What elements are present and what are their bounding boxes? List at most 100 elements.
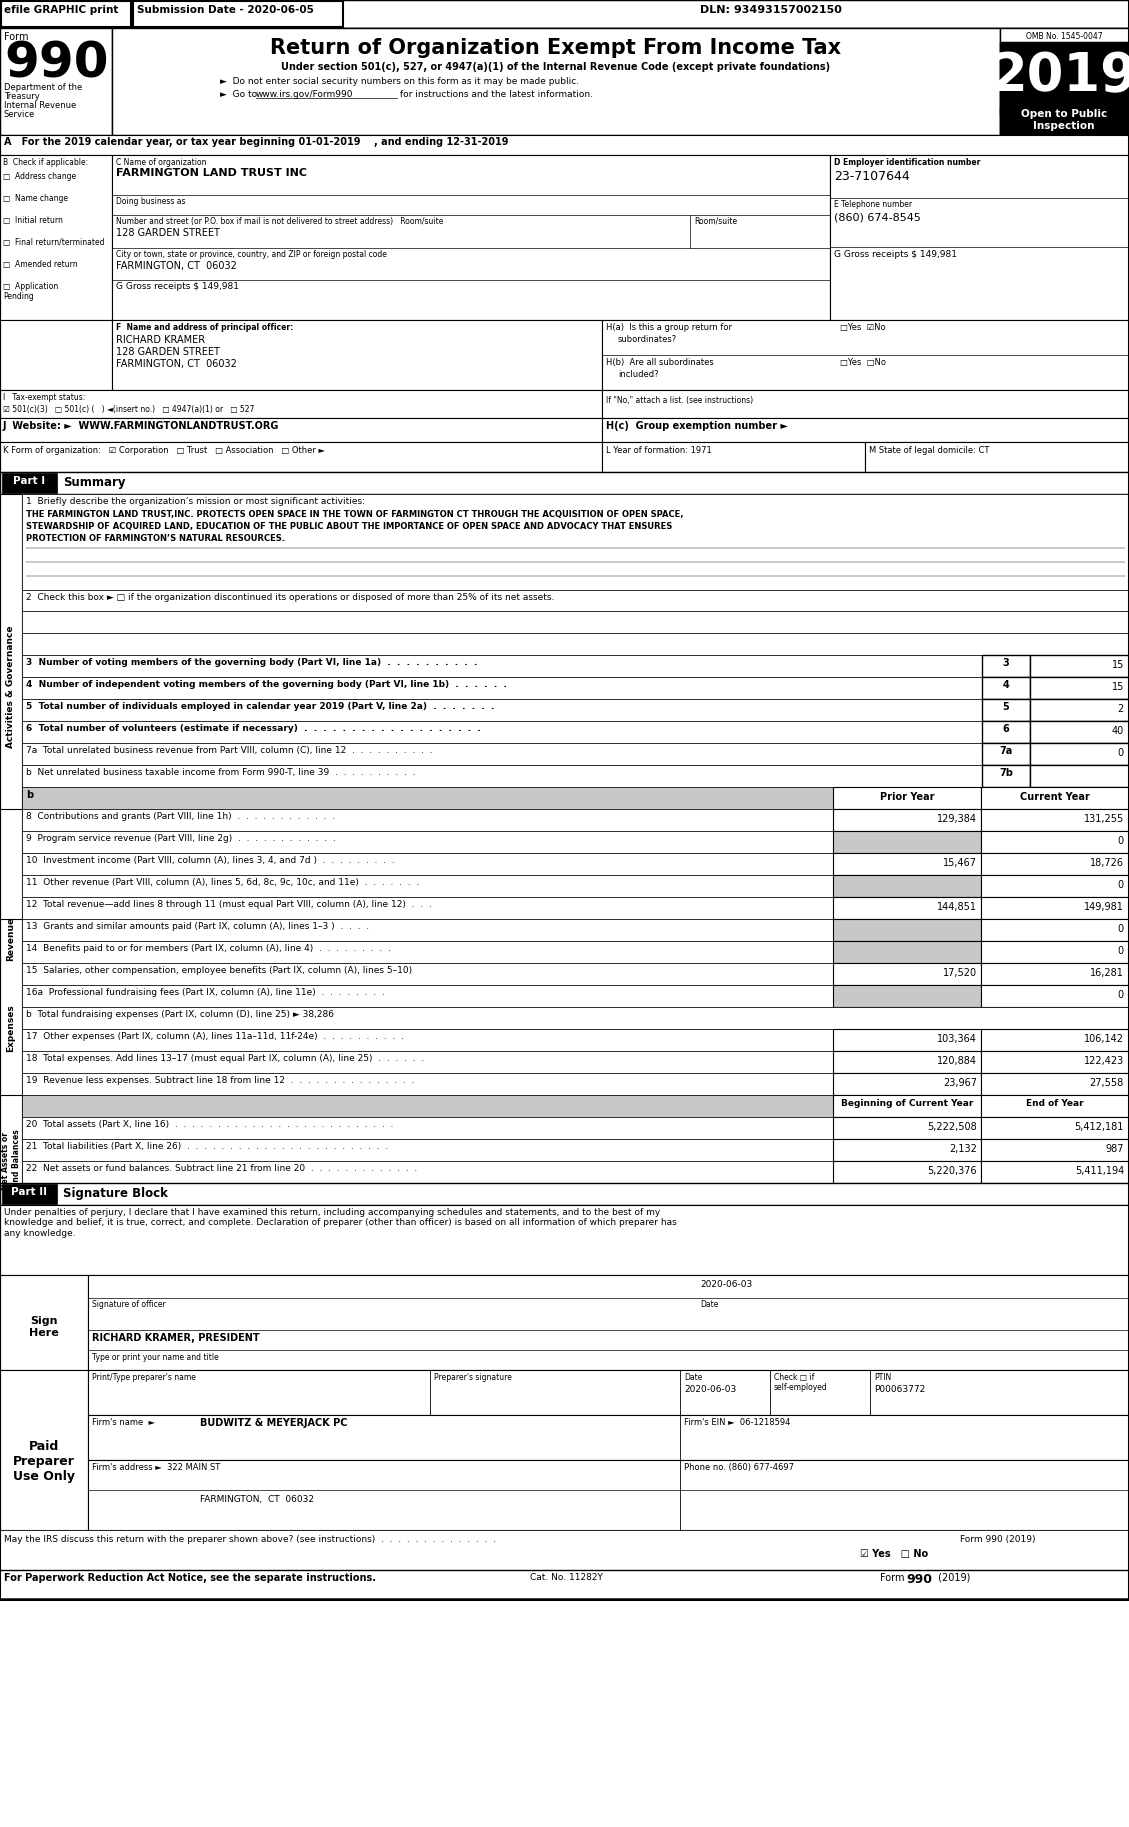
Bar	[865, 442, 1129, 471]
Bar	[981, 809, 1129, 831]
Text: ►  Do not enter social security numbers on this form as it may be made public.: ► Do not enter social security numbers o…	[220, 77, 579, 86]
Text: 5,220,376: 5,220,376	[927, 1166, 977, 1177]
Text: 987: 987	[1105, 1144, 1124, 1155]
Text: 5,411,194: 5,411,194	[1075, 1166, 1124, 1177]
Text: 2,132: 2,132	[949, 1144, 977, 1155]
Bar	[0, 27, 1129, 135]
Bar	[0, 320, 112, 389]
Text: 103,364: 103,364	[937, 1034, 977, 1043]
Bar	[1000, 108, 1129, 135]
Text: www.irs.gov/Form990: www.irs.gov/Form990	[256, 90, 353, 99]
Bar	[21, 678, 1129, 700]
Text: RICHARD KRAMER, PRESIDENT: RICHARD KRAMER, PRESIDENT	[91, 1334, 260, 1343]
Text: 11  Other revenue (Part VIII, column (A), lines 5, 6d, 8c, 9c, 10c, and 11e)  . : 11 Other revenue (Part VIII, column (A),…	[26, 879, 419, 886]
Text: 2: 2	[1118, 703, 1124, 714]
Bar	[981, 1138, 1129, 1160]
Bar	[0, 1094, 21, 1228]
Bar	[0, 418, 602, 442]
Bar	[0, 442, 602, 471]
Text: Under section 501(c), 527, or 4947(a)(1) of the Internal Revenue Code (except pr: Under section 501(c), 527, or 4947(a)(1)…	[281, 62, 831, 71]
Bar	[21, 963, 1129, 985]
Text: 0: 0	[1118, 924, 1124, 934]
Bar	[21, 700, 1129, 722]
Text: Form: Form	[5, 33, 28, 42]
Bar	[0, 1569, 1129, 1599]
Text: 5,222,508: 5,222,508	[927, 1122, 977, 1133]
Text: □  Address change: □ Address change	[3, 172, 76, 181]
Bar	[981, 919, 1129, 941]
Bar	[833, 831, 981, 853]
Text: 27,558: 27,558	[1089, 1078, 1124, 1089]
Text: (860) 674-8545: (860) 674-8545	[834, 212, 921, 223]
Text: 15,467: 15,467	[943, 859, 977, 868]
Text: PTIN: PTIN	[874, 1374, 891, 1381]
Text: 149,981: 149,981	[1084, 903, 1124, 912]
Text: Firm's address ►  322 MAIN ST: Firm's address ► 322 MAIN ST	[91, 1463, 220, 1473]
Text: FARMINGTON,  CT  06032: FARMINGTON, CT 06032	[200, 1494, 314, 1504]
Text: efile GRAPHIC print: efile GRAPHIC print	[5, 5, 119, 15]
Text: Activities & Governance: Activities & Governance	[7, 627, 16, 749]
Bar	[21, 1138, 1129, 1160]
Text: 0: 0	[1118, 990, 1124, 999]
Text: 144,851: 144,851	[937, 903, 977, 912]
Text: 8  Contributions and grants (Part VIII, line 1h)  .  .  .  .  .  .  .  .  .  .  : 8 Contributions and grants (Part VIII, l…	[26, 811, 335, 820]
Bar	[1030, 656, 1129, 678]
Text: ☑ Yes   □ No: ☑ Yes □ No	[860, 1549, 928, 1558]
Text: F  Name and address of principal officer:: F Name and address of principal officer:	[116, 323, 294, 333]
Bar	[981, 1160, 1129, 1184]
Bar	[982, 656, 1030, 678]
Bar	[21, 897, 1129, 919]
Text: 2  Check this box ► □ if the organization discontinued its operations or dispose: 2 Check this box ► □ if the organization…	[26, 594, 554, 603]
Text: THE FARMINGTON LAND TRUST,INC. PROTECTS OPEN SPACE IN THE TOWN OF FARMINGTON CT : THE FARMINGTON LAND TRUST,INC. PROTECTS …	[26, 510, 683, 519]
Text: 9  Program service revenue (Part VIII, line 2g)  .  .  .  .  .  .  .  .  .  .  .: 9 Program service revenue (Part VIII, li…	[26, 833, 335, 842]
Text: Internal Revenue: Internal Revenue	[5, 100, 77, 110]
Text: D Employer identification number: D Employer identification number	[834, 157, 980, 166]
Text: □  Application
Pending: □ Application Pending	[3, 281, 59, 301]
Bar	[981, 1072, 1129, 1094]
Bar	[981, 831, 1129, 853]
Text: □  Final return/terminated: □ Final return/terminated	[3, 238, 105, 247]
Text: 15  Salaries, other compensation, employee benefits (Part IX, column (A), lines : 15 Salaries, other compensation, employe…	[26, 966, 412, 976]
Bar	[981, 1116, 1129, 1138]
Bar	[21, 831, 1129, 853]
Bar	[1030, 700, 1129, 722]
Bar	[21, 919, 1129, 941]
Text: 16a  Professional fundraising fees (Part IX, column (A), line 11e)  .  .  .  .  : 16a Professional fundraising fees (Part …	[26, 988, 385, 998]
Text: ☑ 501(c)(3)   □ 501(c) (   ) ◄(insert no.)   □ 4947(a)(1) or   □ 527: ☑ 501(c)(3) □ 501(c) ( ) ◄(insert no.) □…	[3, 406, 254, 415]
Text: □Yes  □No: □Yes □No	[840, 358, 886, 367]
Text: G Gross receipts $ 149,981: G Gross receipts $ 149,981	[116, 281, 239, 290]
Bar	[21, 722, 1129, 744]
Text: PROTECTION OF FARMINGTON’S NATURAL RESOURCES.: PROTECTION OF FARMINGTON’S NATURAL RESOU…	[26, 533, 285, 543]
Text: Department of the: Department of the	[5, 82, 82, 91]
Text: H(b)  Are all subordinates: H(b) Are all subordinates	[606, 358, 714, 367]
Text: 7b: 7b	[999, 767, 1013, 778]
Bar	[0, 135, 1129, 155]
Text: Form: Form	[879, 1573, 908, 1582]
Text: 40: 40	[1112, 725, 1124, 736]
Bar	[21, 809, 1129, 831]
Text: Beginning of Current Year: Beginning of Current Year	[841, 1100, 973, 1107]
Text: Service: Service	[5, 110, 35, 119]
Bar	[0, 493, 21, 881]
Bar	[982, 766, 1030, 787]
Text: 990: 990	[5, 40, 108, 88]
Text: 22  Net assets or fund balances. Subtract line 21 from line 20  .  .  .  .  .  .: 22 Net assets or fund balances. Subtract…	[26, 1164, 418, 1173]
Text: 18,726: 18,726	[1089, 859, 1124, 868]
Text: 0: 0	[1118, 747, 1124, 758]
Text: 128 GARDEN STREET: 128 GARDEN STREET	[116, 228, 220, 238]
Text: Signature of officer: Signature of officer	[91, 1301, 166, 1308]
Bar	[0, 155, 112, 320]
Text: □Yes  ☑No: □Yes ☑No	[840, 323, 885, 333]
Bar	[0, 1184, 1129, 1206]
Text: 990: 990	[905, 1573, 933, 1586]
Bar	[0, 919, 21, 1136]
Text: BUDWITZ & MEYERJACK PC: BUDWITZ & MEYERJACK PC	[200, 1418, 348, 1429]
Text: Return of Organization Exempt From Income Tax: Return of Organization Exempt From Incom…	[271, 38, 841, 58]
Text: □  Name change: □ Name change	[3, 194, 68, 203]
Text: 2020-06-03: 2020-06-03	[684, 1385, 736, 1394]
Text: RICHARD KRAMER: RICHARD KRAMER	[116, 334, 205, 345]
Text: 13  Grants and similar amounts paid (Part IX, column (A), lines 1–3 )  .  .  .  : 13 Grants and similar amounts paid (Part…	[26, 923, 369, 932]
Text: 17  Other expenses (Part IX, column (A), lines 11a–11d, 11f-24e)  .  .  .  .  . : 17 Other expenses (Part IX, column (A), …	[26, 1032, 404, 1041]
Bar	[21, 1029, 1129, 1051]
Bar	[602, 389, 1129, 418]
